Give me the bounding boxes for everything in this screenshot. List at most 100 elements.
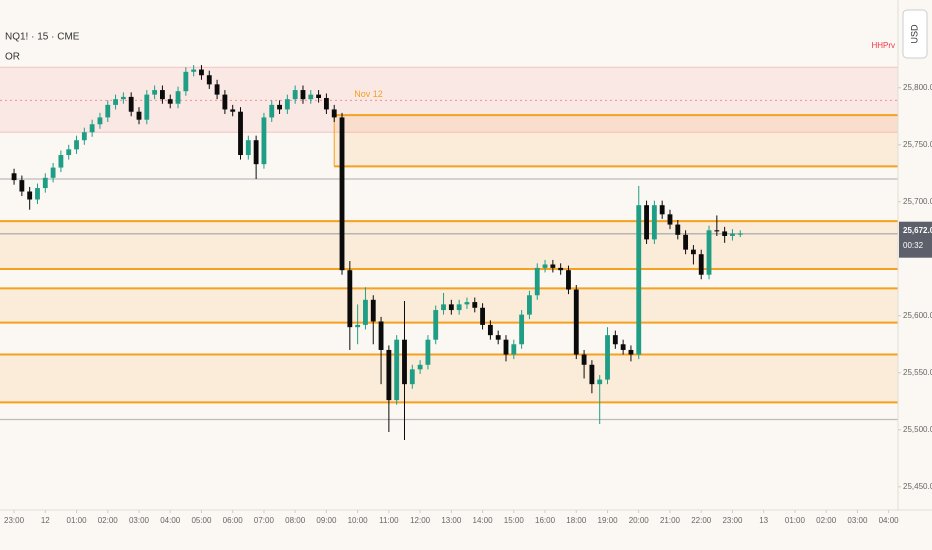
candle-body xyxy=(495,335,501,340)
y-tick-label: 25,700.00 xyxy=(903,197,932,206)
x-tick-label: 13:00 xyxy=(441,516,462,525)
candle-body xyxy=(573,289,579,355)
candle-body xyxy=(620,344,626,350)
candle-body xyxy=(730,233,735,236)
candle-body xyxy=(300,90,306,100)
candle-body xyxy=(144,94,150,120)
candle-body xyxy=(42,177,48,189)
candle-body xyxy=(105,104,111,118)
candle-body xyxy=(339,117,345,271)
candle-body xyxy=(425,339,431,365)
candle-body xyxy=(651,205,657,240)
x-tick-label: 23:00 xyxy=(722,516,743,525)
candle-body xyxy=(316,94,322,99)
candle-body xyxy=(175,91,181,104)
candle-body xyxy=(511,344,517,355)
x-tick-label: 06:00 xyxy=(223,516,244,525)
x-tick-label: 02:00 xyxy=(98,516,119,525)
candle-body xyxy=(347,270,353,328)
candle-body xyxy=(89,124,95,133)
candle-body xyxy=(58,155,64,168)
x-tick-label: 01:00 xyxy=(67,516,88,525)
or-band xyxy=(0,221,898,270)
x-tick-label: 12 xyxy=(41,516,50,525)
candle-body xyxy=(612,335,618,345)
x-tick-label: 03:00 xyxy=(847,516,868,525)
candle-body xyxy=(136,111,142,120)
x-tick-label: 22:00 xyxy=(691,516,712,525)
candle-body xyxy=(214,84,220,95)
candle-body xyxy=(74,140,79,150)
candle-body xyxy=(81,132,87,141)
candle-body xyxy=(66,149,72,156)
candle-body xyxy=(253,140,259,165)
x-tick-label: 04:00 xyxy=(879,516,900,525)
candle-body xyxy=(269,104,275,118)
candle-body xyxy=(589,364,595,385)
x-tick-label: 10:00 xyxy=(348,516,369,525)
x-tick-label: 07:00 xyxy=(254,516,275,525)
y-tick-label: 25,500.00 xyxy=(903,425,932,434)
candle-body xyxy=(534,267,540,296)
candle-body xyxy=(284,99,290,110)
candle-body xyxy=(370,299,376,322)
candle-body xyxy=(456,304,462,311)
x-tick-label: 18:00 xyxy=(566,516,587,525)
candle-body xyxy=(394,339,400,401)
candle-body xyxy=(441,304,446,311)
candle-body xyxy=(667,214,673,225)
candle-body xyxy=(160,90,165,100)
or-band xyxy=(334,115,899,167)
candle-body xyxy=(402,339,407,385)
candle-body xyxy=(409,369,415,385)
currency-label[interactable]: USD xyxy=(909,24,919,44)
x-tick-label: 23:00 xyxy=(4,516,25,525)
x-tick-label: 02:00 xyxy=(816,516,837,525)
candle-body xyxy=(659,205,665,215)
candle-body xyxy=(199,69,204,76)
candle-body xyxy=(433,310,439,340)
candle-body xyxy=(542,264,548,268)
x-tick-label: 09:00 xyxy=(316,516,337,525)
candle-body xyxy=(238,111,243,156)
candle-body xyxy=(581,354,587,365)
candle-body xyxy=(527,295,532,315)
candle-body xyxy=(519,314,525,345)
y-tick-label: 25,800.00 xyxy=(903,83,932,92)
or-band xyxy=(0,354,898,403)
candle-body xyxy=(355,324,361,328)
y-tick-label: 25,600.00 xyxy=(903,311,932,320)
x-tick-label: 08:00 xyxy=(285,516,306,525)
x-tick-label: 04:00 xyxy=(160,516,181,525)
candle-body xyxy=(737,233,743,235)
candle-body xyxy=(27,191,33,200)
candle-body xyxy=(448,304,454,311)
x-tick-label: 01:00 xyxy=(785,516,806,525)
candle-body xyxy=(323,98,329,110)
candle-body xyxy=(222,94,228,110)
candle-body xyxy=(722,231,728,236)
candle-body xyxy=(690,249,696,255)
candle-body xyxy=(206,75,212,85)
candle-body xyxy=(308,94,314,100)
plot-area xyxy=(0,64,899,441)
x-tick-label: 03:00 xyxy=(129,516,150,525)
candle-body xyxy=(19,180,25,192)
candle-body xyxy=(714,230,720,232)
currency-button[interactable] xyxy=(902,9,928,59)
candle-body xyxy=(706,230,712,275)
last-price-tag xyxy=(899,221,932,258)
indicator-label: OR xyxy=(5,52,20,63)
candle-body xyxy=(331,109,337,118)
candle-body xyxy=(363,299,368,325)
candle-body xyxy=(683,234,689,250)
symbol-title: NQ1! · 15 · CME xyxy=(5,32,80,43)
countdown: 00:32 xyxy=(903,241,924,250)
candle-body xyxy=(378,321,384,350)
candle-body xyxy=(167,99,173,104)
last-price-label: 25,672.00 xyxy=(903,226,932,235)
candle-body xyxy=(605,335,610,380)
candle-body xyxy=(644,205,649,240)
candle-body xyxy=(120,96,126,100)
